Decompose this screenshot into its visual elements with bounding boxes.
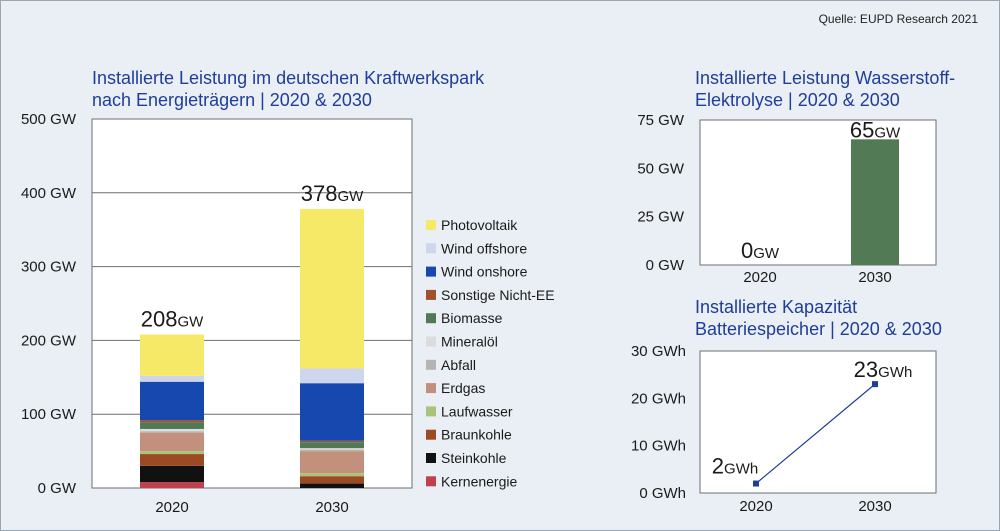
- chart1-bar-segment: [300, 449, 364, 452]
- chart1-title-line1: Installierte Leistung im deutschen Kraft…: [92, 68, 485, 88]
- chart1-legend-label: Biomasse: [441, 310, 503, 326]
- chart1-bar-segment: [140, 422, 204, 429]
- chart1-x-tick-label: 2030: [315, 499, 348, 516]
- chart1-legend-swatch: [426, 336, 436, 347]
- chart1-legend-swatch: [426, 220, 436, 230]
- chart1-title: Installierte Leistung im deutschen Kraft…: [92, 67, 484, 111]
- chart3-y-tick-label: 0 GWh: [639, 485, 686, 502]
- source-note: Quelle: EUPD Research 2021: [818, 12, 978, 26]
- chart1-bar-segment: [300, 473, 364, 477]
- chart1-legend-swatch: [426, 243, 436, 254]
- chart1-bar-segment: [140, 381, 204, 421]
- chart1-bar-segment: [140, 432, 204, 452]
- chart2-title: Installierte Leistung Wasserstoff- Elekt…: [695, 67, 955, 111]
- chart2-y-tick-label: 75 GW: [637, 112, 685, 129]
- chart1-bar-segment: [300, 440, 364, 443]
- chart3-point: [753, 480, 759, 487]
- chart2-title-line2: Elektrolyse | 2020 & 2030: [695, 90, 900, 110]
- chart3-y-tick-label: 20 GWh: [631, 390, 686, 407]
- chart3-title: Installierte Kapazität Batteriespeicher …: [695, 296, 942, 340]
- chart1-bar-segment: [300, 209, 364, 369]
- chart3-point: [872, 381, 878, 388]
- chart3-title-line2: Batteriespeicher | 2020 & 2030: [695, 319, 942, 339]
- chart1-legend-label: Abfall: [441, 357, 476, 373]
- chart1-bar-segment: [140, 454, 204, 466]
- chart1-bar-segment: [140, 375, 204, 382]
- chart2-bar: [851, 139, 899, 265]
- chart2-plot-area: [699, 119, 937, 266]
- chart3-y-tick-label: 10 GWh: [631, 438, 686, 455]
- chart2-value-label: 65GW: [850, 117, 901, 142]
- chart1-bar-segment: [140, 431, 204, 433]
- chart2-y-tick-label: 50 GW: [637, 160, 685, 177]
- chart1-bar-segment: [300, 368, 364, 384]
- chart1-total-label: 208GW: [141, 306, 204, 331]
- chart1-legend-swatch: [426, 429, 436, 440]
- chart1-bar-segment: [300, 448, 364, 450]
- chart1-bar-segment: [300, 476, 364, 484]
- chart1-bar-segment: [140, 420, 204, 423]
- chart3-value-label: 23GWh: [854, 357, 913, 382]
- chart1-bar-segment: [300, 451, 364, 474]
- chart1-legend-label: Mineralöl: [441, 334, 498, 350]
- chart1-legend-label: Photovoltaik: [441, 217, 518, 233]
- chart1-legend-swatch: [426, 453, 436, 463]
- chart1-legend-swatch: [426, 406, 436, 417]
- chart2-x-tick-label: 2030: [858, 269, 891, 286]
- chart1-y-tick-label: 500 GW: [21, 111, 77, 128]
- chart3-value-label: 2GWh: [712, 454, 758, 479]
- chart1-legend-swatch: [426, 289, 436, 300]
- chart1-bar-segment: [300, 442, 364, 449]
- chart3-series-line: [755, 383, 876, 484]
- chart1-total-label: 378GW: [301, 181, 364, 206]
- chart1-legend-label: Erdgas: [441, 380, 485, 396]
- chart3-x-tick-label: 2020: [739, 498, 772, 515]
- chart2-title-line1: Installierte Leistung Wasserstoff-: [695, 68, 956, 88]
- chart1-legend-label: Wind offshore: [441, 240, 527, 256]
- chart3-title-line1: Installierte Kapazität: [695, 297, 858, 317]
- chart1-bar-segment: [140, 482, 204, 488]
- chart1-y-tick-label: 100 GW: [21, 406, 77, 423]
- chart1-legend-swatch: [426, 266, 436, 277]
- chart1-bar-segment: [140, 334, 204, 376]
- chart3-plot-area: [699, 350, 937, 494]
- chart1-legend-label: Sonstige Nicht-EE: [441, 287, 555, 303]
- chart1-title-line2: nach Energieträgern | 2020 & 2030: [92, 90, 372, 110]
- chart1-bar-segment: [300, 383, 364, 441]
- chart1-x-tick-label: 2020: [155, 499, 188, 516]
- chart1-legend-label: Braunkohle: [441, 427, 512, 443]
- chart2-x-tick-label: 2020: [743, 269, 776, 286]
- chart1-y-tick-label: 0 GW: [38, 480, 77, 497]
- chart1-bar-segment: [140, 428, 204, 432]
- chart1-legend-label: Wind onshore: [441, 264, 528, 280]
- chart1-legend-label: Laufwasser: [441, 403, 513, 419]
- chart3-y-tick-label: 30 GWh: [631, 343, 686, 360]
- chart1-legend-label: Steinkohle: [441, 450, 507, 466]
- chart2-y-tick-label: 25 GW: [637, 209, 685, 226]
- chart1-legend-swatch: [426, 313, 436, 324]
- chart2-value-label: 0GW: [741, 238, 780, 263]
- chart1-legend-swatch: [426, 476, 436, 487]
- chart3-x-tick-label: 2030: [858, 498, 891, 515]
- chart1-legend-swatch: [426, 359, 436, 370]
- chart2-y-tick-label: 0 GW: [646, 257, 685, 274]
- chart1-y-tick-label: 400 GW: [21, 185, 77, 202]
- chart1-bar-segment: [140, 465, 204, 483]
- chart1-bar-segment: [300, 483, 364, 488]
- chart1-y-tick-label: 300 GW: [21, 259, 77, 276]
- chart1-bar-segment: [140, 451, 204, 455]
- chart1-legend-swatch: [426, 383, 436, 394]
- chart1-legend-label: Kernenergie: [441, 473, 517, 489]
- chart1-y-tick-label: 200 GW: [21, 332, 77, 349]
